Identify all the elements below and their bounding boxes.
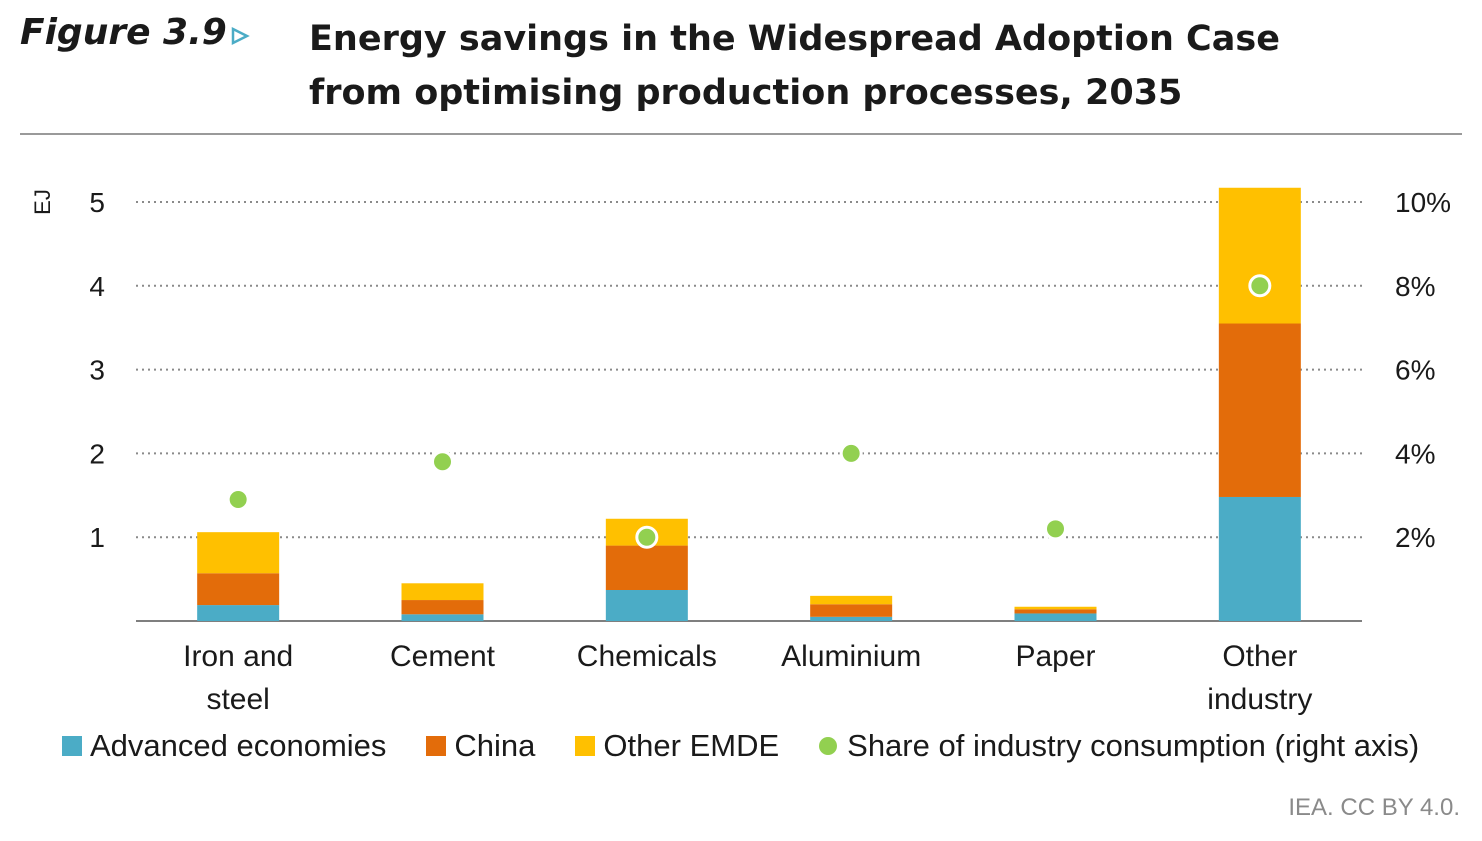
bar-segment-other-emde	[197, 532, 280, 574]
y2-tick-label: 4%	[1395, 438, 1435, 469]
title-divider	[20, 133, 1462, 135]
legend-item-advanced: Advanced economies	[62, 728, 386, 764]
bar-segment-china	[1014, 609, 1097, 614]
bar-segment-china	[197, 573, 280, 606]
share-marker	[226, 487, 250, 511]
bar-segment-other-emde	[1218, 187, 1301, 324]
bar-segment-advanced	[401, 614, 484, 621]
x-tick-label: Chemicals	[577, 640, 717, 673]
x-tick-label: steel	[206, 683, 269, 716]
bar-segment-advanced	[810, 616, 893, 621]
share-marker	[635, 525, 659, 549]
x-tick-label: Aluminium	[781, 640, 921, 673]
share-marker	[1044, 517, 1067, 541]
y-tick-label: 2	[89, 438, 105, 469]
legend-label-advanced: Advanced economies	[90, 728, 387, 763]
y2-tick-label: 8%	[1395, 271, 1435, 302]
legend-label-china: China	[454, 728, 536, 763]
legend-dot-share	[819, 737, 838, 755]
y-tick-label: 3	[89, 355, 105, 386]
legend-label-other-emde: Other EMDE	[603, 728, 780, 763]
x-tick-label: Paper	[1015, 640, 1095, 673]
figure-label: Figure 3.9	[20, 12, 227, 53]
y-tick-label: 4	[89, 271, 105, 302]
chart-legend: Advanced economies China Other EMDE Shar…	[62, 726, 1419, 766]
bar-segment-china	[1218, 323, 1301, 497]
legend-item-share: Share of industry consumption (right axi…	[819, 728, 1419, 764]
share-marker	[1248, 274, 1272, 298]
y2-tick-label: 6%	[1395, 355, 1435, 386]
y2-tick-label: 10%	[1395, 187, 1451, 218]
bar-segment-china	[810, 604, 893, 617]
legend-item-china: China	[426, 728, 535, 764]
y-tick-label: 5	[89, 187, 105, 218]
legend-item-other-emde: Other EMDE	[575, 728, 779, 764]
x-tick-label: Iron and	[183, 640, 293, 673]
stacked-bar-chart: 1 2% 2 4% 3 6% 4 8% 5 10% EJ Iron and steel Cement Che…	[30, 187, 1451, 716]
bar-segment-advanced	[197, 605, 280, 621]
legend-label-share: Share of industry consumption (right axi…	[847, 728, 1420, 763]
x-tick-label: Cement	[390, 640, 496, 673]
bar-segment-other-emde	[810, 595, 893, 605]
bar-segment-other-emde	[401, 583, 484, 601]
bar-segment-china	[605, 545, 688, 590]
bar-segment-advanced	[1014, 613, 1097, 621]
share-marker	[431, 450, 454, 474]
share-marker	[839, 441, 863, 465]
y-tick-label: 1	[89, 522, 105, 553]
legend-swatch-other-emde	[575, 736, 596, 756]
x-tick-label: industry	[1207, 683, 1312, 716]
bar-segment-advanced	[605, 589, 688, 621]
bar-segment-advanced	[1218, 496, 1301, 621]
bar-segment-other-emde	[1014, 606, 1097, 610]
play-arrow-icon	[231, 26, 250, 46]
bar-segment-china	[401, 600, 484, 615]
legend-swatch-china	[426, 736, 447, 756]
figure-title: Energy savings in the Widespread Adoptio…	[309, 19, 1280, 113]
y2-tick-label: 2%	[1395, 522, 1435, 553]
credit-text: IEA. CC BY 4.0.	[1288, 794, 1460, 821]
x-tick-label: Other	[1222, 640, 1297, 673]
y-axis-label: EJ	[30, 189, 55, 215]
legend-swatch-advanced	[62, 736, 82, 756]
